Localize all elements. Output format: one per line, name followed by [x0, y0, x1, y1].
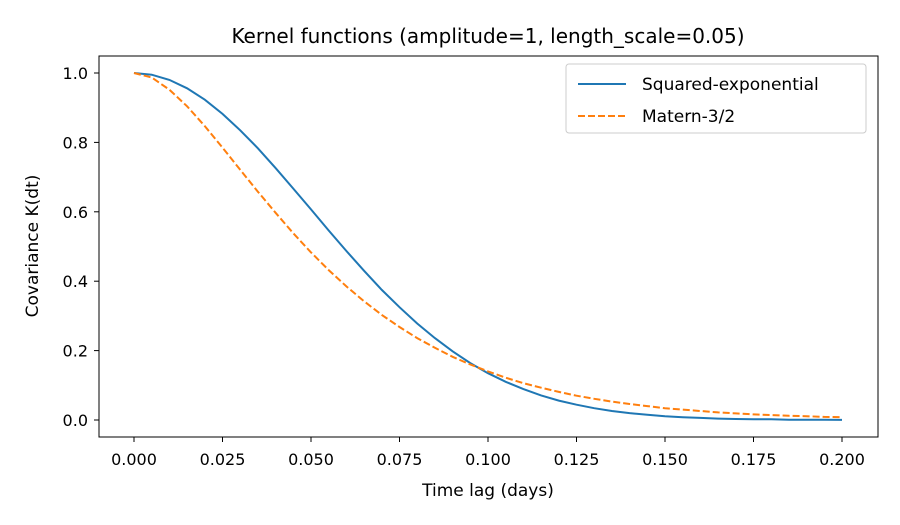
legend-box: [565, 63, 867, 134]
x-tick-label: 0.150: [642, 450, 688, 469]
y-tick-label: 0.8: [63, 133, 88, 152]
x-tick-label: 0.075: [377, 450, 423, 469]
x-tick-label: 0.125: [554, 450, 600, 469]
series-line-squared-exponential: [133, 72, 843, 421]
y-tick-label: 0.2: [63, 342, 88, 361]
x-tick-label: 0.025: [200, 450, 246, 469]
x-tick-label: 0.175: [731, 450, 777, 469]
series-line-matern-3-2: [133, 72, 843, 419]
y-axis-label: Covariance K(dt): [23, 175, 43, 318]
y-tick-label: 0.0: [63, 411, 88, 430]
x-tick-label: 0.100: [465, 450, 511, 469]
y-tick-label: 1.0: [63, 64, 88, 83]
x-tick-label: 0.050: [288, 450, 334, 469]
x-axis-label: Time lag (days): [421, 481, 554, 501]
y-tick-label: 0.4: [63, 272, 88, 291]
y-tick-label: 0.6: [63, 203, 88, 222]
legend-label-matern: Matern-3/2: [642, 107, 735, 127]
x-tick-label: 0.000: [111, 450, 157, 469]
chart-title: Kernel functions (amplitude=1, length_sc…: [231, 24, 744, 48]
x-tick-label: 0.200: [819, 450, 865, 469]
legend: Squared-exponential Matern-3/2: [565, 63, 867, 134]
legend-label-squared-exponential: Squared-exponential: [642, 75, 819, 95]
